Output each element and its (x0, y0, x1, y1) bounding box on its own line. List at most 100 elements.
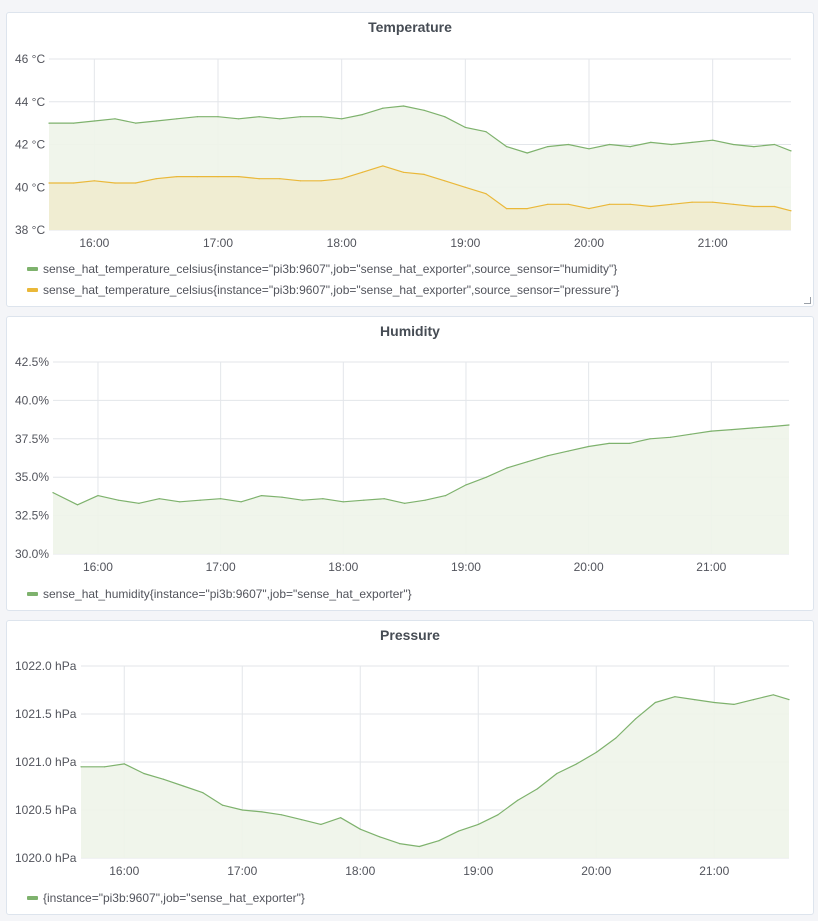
humidity-chart: 30.0% 32.5% 35.0% 37.5% 40.0% 42.5% 16:00 17:00… (15, 355, 790, 574)
legend-item-humidity-sensor[interactable]: sense_hat_temperature_celsius{instance="… (27, 258, 619, 279)
x-tick-label: 16:00 (109, 864, 139, 878)
legend-swatch (27, 266, 38, 271)
pressure-panel-title[interactable]: Pressure (380, 627, 440, 643)
pressure-legend: {instance="pi3b:9607",job="sense_hat_exp… (27, 887, 305, 908)
data-point (629, 146, 631, 148)
data-point (567, 203, 570, 205)
data-point (465, 484, 467, 486)
humidity-panel: Humidity 30.0% 32.5% 35.0% 37.5% 40.0% 42.5% 1… (6, 316, 814, 611)
data-point (299, 116, 302, 118)
data-point (182, 785, 184, 787)
data-point (567, 143, 570, 146)
data-point (97, 495, 99, 497)
data-point (73, 122, 75, 124)
data-point (281, 814, 283, 816)
legend-item-humidity[interactable]: sense_hat_humidity{instance="pi3b:9607",… (27, 583, 412, 604)
data-point (751, 427, 753, 429)
data-point (341, 118, 343, 120)
data-point (753, 146, 755, 148)
data-point (220, 498, 222, 500)
legend-item-pressure-sensor[interactable]: sense_hat_temperature_celsius{instance="… (27, 279, 619, 300)
data-point (261, 811, 263, 813)
data-point (576, 763, 578, 765)
data-point (379, 836, 381, 838)
x-tick-label: 21:00 (696, 560, 726, 574)
data-point (202, 792, 204, 794)
data-point (526, 208, 528, 210)
data-point (674, 696, 676, 698)
data-point (423, 173, 425, 175)
humidity-panel-title[interactable]: Humidity (380, 323, 440, 339)
x-tick-label: 18:00 (327, 236, 357, 250)
data-point (733, 703, 735, 705)
data-point (404, 502, 406, 504)
data-point (399, 843, 401, 845)
data-point (196, 116, 198, 118)
data-point (423, 109, 425, 111)
data-point (690, 433, 692, 435)
data-point (258, 116, 260, 118)
y-tick-label: 1021.0 hPa (15, 755, 77, 769)
y-tick-label: 42 °C (15, 138, 45, 152)
data-point (506, 146, 508, 148)
series-area-1 (49, 165, 791, 230)
data-point (240, 501, 242, 503)
legend-swatch (27, 591, 38, 596)
data-point (217, 176, 219, 178)
data-point (710, 430, 712, 432)
data-point (342, 501, 344, 503)
data-point (790, 210, 792, 212)
data-point (691, 201, 693, 203)
data-point (731, 429, 733, 431)
data-point (238, 118, 240, 120)
y-tick-label: 32.5% (15, 509, 49, 523)
data-point (341, 178, 343, 180)
data-point (497, 814, 499, 816)
data-point (753, 699, 755, 701)
pressure-chart: 1020.0 hPa 1020.5 hPa 1021.0 hPa 1021.5 hPa… (15, 659, 790, 878)
data-point (93, 120, 95, 122)
data-point (52, 492, 54, 494)
x-tick-label: 18:00 (345, 864, 375, 878)
temperature-panel: Temperature 38 °C 40 °C 42 °C 44 °C 46 °C 16:… (6, 12, 814, 307)
data-point (517, 799, 519, 801)
data-point (135, 122, 137, 124)
series-area-0 (81, 694, 789, 858)
data-point (588, 445, 590, 448)
data-point (669, 436, 672, 438)
data-point (123, 763, 125, 765)
data-point (608, 442, 610, 444)
data-point (418, 845, 420, 848)
data-point (73, 182, 75, 184)
x-tick-label: 19:00 (463, 864, 493, 878)
data-point (155, 178, 157, 180)
data-point (444, 116, 446, 118)
data-point (322, 498, 324, 500)
temperature-panel-title[interactable]: Temperature (368, 19, 452, 35)
data-point (635, 718, 637, 720)
data-point (155, 120, 157, 122)
y-tick-label: 40 °C (15, 180, 45, 194)
legend-item-pressure[interactable]: {instance="pi3b:9607",job="sense_hat_exp… (27, 887, 305, 908)
data-point (536, 788, 538, 790)
data-point (300, 819, 302, 821)
data-point (158, 498, 160, 500)
data-point (76, 504, 79, 506)
data-point (506, 467, 508, 469)
data-point (104, 766, 106, 768)
data-point (320, 180, 322, 182)
data-point (163, 778, 165, 780)
data-point (772, 425, 774, 428)
x-tick-label: 20:00 (574, 560, 604, 574)
data-point (135, 182, 137, 184)
x-tick-label: 20:00 (574, 236, 604, 250)
data-point (547, 146, 549, 148)
data-point (615, 737, 617, 739)
data-point (320, 116, 322, 118)
x-tick-label: 21:00 (699, 864, 729, 878)
resize-handle[interactable] (804, 297, 811, 304)
data-point (361, 114, 363, 116)
data-point (670, 143, 673, 146)
data-point (458, 830, 460, 832)
humidity-legend: sense_hat_humidity{instance="pi3b:9607",… (27, 583, 412, 604)
